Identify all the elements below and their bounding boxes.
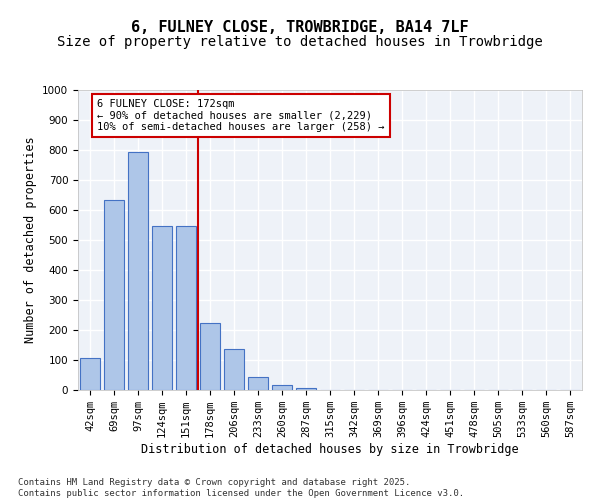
Text: 6 FULNEY CLOSE: 172sqm
← 90% of detached houses are smaller (2,229)
10% of semi-: 6 FULNEY CLOSE: 172sqm ← 90% of detached… xyxy=(97,99,385,132)
Bar xyxy=(296,388,316,390)
Y-axis label: Number of detached properties: Number of detached properties xyxy=(23,136,37,344)
Text: Contains HM Land Registry data © Crown copyright and database right 2025.
Contai: Contains HM Land Registry data © Crown c… xyxy=(18,478,464,498)
Text: Size of property relative to detached houses in Trowbridge: Size of property relative to detached ho… xyxy=(57,35,543,49)
Bar xyxy=(248,378,268,390)
Bar xyxy=(176,226,196,390)
Bar xyxy=(128,152,148,390)
Bar xyxy=(224,349,244,390)
Bar xyxy=(272,385,292,390)
Bar xyxy=(104,200,124,390)
Bar xyxy=(80,358,100,390)
X-axis label: Distribution of detached houses by size in Trowbridge: Distribution of detached houses by size … xyxy=(141,443,519,456)
Bar xyxy=(152,226,172,390)
Bar xyxy=(200,324,220,390)
Text: 6, FULNEY CLOSE, TROWBRIDGE, BA14 7LF: 6, FULNEY CLOSE, TROWBRIDGE, BA14 7LF xyxy=(131,20,469,35)
